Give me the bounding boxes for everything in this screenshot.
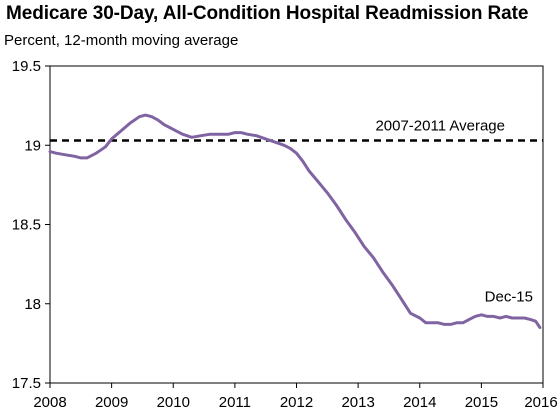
average-reference-label: 2007-2011 Average xyxy=(375,117,505,134)
y-tick-label: 19 xyxy=(24,137,41,154)
end-point-annotation: Dec-15 xyxy=(485,289,533,306)
x-tick-label: 2010 xyxy=(157,394,190,411)
x-axis-ticks: 2008 2009 2010 2011 2012 2013 2014 2015 2016 xyxy=(33,394,557,411)
x-tick-label: 2013 xyxy=(341,394,374,411)
x-tick-label: 2009 xyxy=(95,394,128,411)
readmission-rate-series-line xyxy=(48,113,542,329)
x-tick-label: 2012 xyxy=(280,394,313,411)
y-tick-label: 19.5 xyxy=(12,58,41,75)
x-tick-label: 2008 xyxy=(33,394,66,411)
x-tick-label: 2011 xyxy=(219,394,251,411)
chart-title: Medicare 30-Day, All-Condition Hospital … xyxy=(6,3,529,24)
x-tick-label: 2014 xyxy=(403,394,436,411)
x-tick-label: 2015 xyxy=(465,394,498,411)
axis-tick-marks xyxy=(45,65,544,388)
y-axis-ticks: 17.5 18 18.5 19 19.5 xyxy=(12,58,41,392)
x-tick-label: 2016 xyxy=(524,394,557,411)
y-tick-label: 18.5 xyxy=(12,217,41,234)
y-tick-label: 18 xyxy=(24,296,41,313)
chart-subtitle: Percent, 12-month moving average xyxy=(4,32,239,49)
plot-area-frame xyxy=(49,65,544,384)
y-tick-label: 17.5 xyxy=(12,375,41,392)
